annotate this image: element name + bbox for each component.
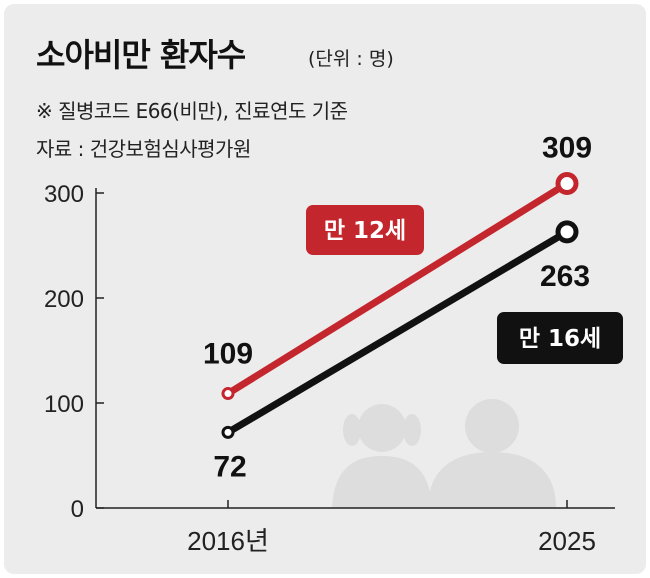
legend-label: 만 16세: [519, 326, 601, 352]
y-tick-label: 200: [44, 286, 84, 313]
axes: [95, 188, 615, 509]
chart-title: 소아비만 환자수: [36, 36, 246, 74]
y-tick-label: 300: [44, 181, 84, 208]
data-point: [555, 220, 579, 244]
girl-silhouette-icon: [332, 404, 432, 508]
legend-badge-bg: [497, 312, 623, 364]
y-tick-label: 100: [44, 391, 84, 418]
legend-badge: 만 16세: [497, 312, 623, 364]
unit-label: (단위 : 명): [308, 48, 394, 70]
y-tick-label: 0: [71, 496, 84, 523]
legend-badge: 만 12세: [306, 205, 424, 255]
data-point: [221, 387, 235, 401]
series-line: [224, 180, 571, 398]
x-tick-label: 2025: [538, 526, 596, 556]
series-1: 109 309 만 12세: [203, 132, 592, 401]
x-ticks: 2016년 2025: [187, 500, 596, 556]
source-label: 자료 : 건강보험심사평가원: [36, 137, 251, 161]
data-label: 109: [203, 338, 253, 371]
data-label: 309: [542, 132, 592, 165]
series-2: 72 263 만 16세: [213, 220, 623, 483]
legend-label: 만 12세: [324, 218, 406, 244]
x-tick-label: 2016년: [187, 526, 269, 556]
series-line: [224, 228, 571, 436]
legend-badge-bg: [306, 205, 424, 255]
data-point: [221, 425, 235, 439]
data-point: [555, 172, 579, 196]
data-label: 72: [213, 450, 246, 483]
y-ticks: 0 100 200 300: [44, 181, 104, 523]
footnote: ※ 질병코드 E66(비만), 진료연도 기준: [36, 99, 348, 123]
series-layer: 109 309 만 12세 72 263 만 16세: [203, 132, 623, 483]
boy-silhouette-icon: [428, 399, 556, 508]
data-label: 263: [540, 260, 590, 293]
